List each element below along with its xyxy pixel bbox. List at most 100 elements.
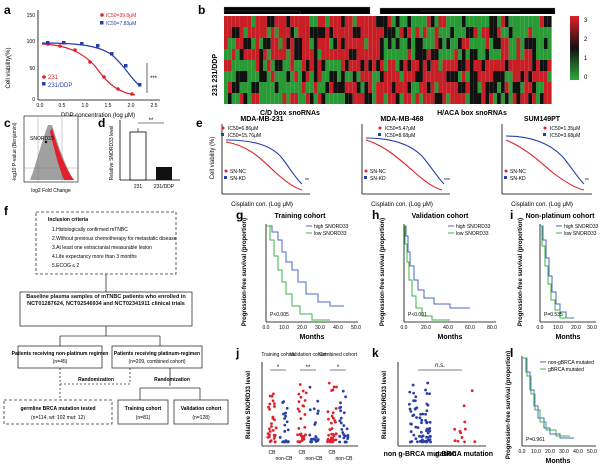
- heatmap-cell: [344, 38, 349, 49]
- heatmap-cell: [239, 16, 244, 27]
- heatmap-cell: [231, 82, 236, 93]
- heatmap-cell: [422, 49, 427, 60]
- y-tick: 50: [29, 66, 35, 72]
- heatmap-cell: [426, 27, 431, 38]
- legend-low: low SNORD33: [314, 231, 347, 237]
- heatmap-cell: [407, 16, 412, 27]
- x-axis-label: Cisplatin con. (Log μM): [371, 202, 433, 208]
- scatter-dot: [326, 410, 330, 414]
- scatter-dot: [283, 423, 287, 427]
- heatmap-cell: [231, 27, 236, 38]
- scatter-dot: [329, 438, 333, 442]
- heatmap-cell: [282, 16, 287, 27]
- heatmap-cell: [493, 93, 497, 104]
- heatmap-cell: [489, 60, 494, 71]
- heatmap-cell: [493, 16, 497, 27]
- scatter-dot: [429, 440, 432, 444]
- heatmap-cell: [282, 49, 287, 60]
- heatmap-cell: [329, 38, 334, 49]
- heatmap-cell: [422, 60, 427, 71]
- heatmap-cell: [481, 60, 486, 71]
- heatmap-cell: [500, 27, 505, 38]
- scatter-dot: [338, 440, 342, 444]
- heatmap-cell: [356, 60, 361, 71]
- heatmap-cell: [395, 60, 400, 71]
- heatmap-cell: [434, 16, 439, 27]
- heatmap-cell: [481, 16, 486, 27]
- heatmap-cell: [341, 27, 345, 38]
- x-tick: 10.0: [531, 449, 541, 455]
- scatter-dot: [411, 383, 415, 387]
- heatmap-cell: [547, 82, 552, 93]
- heatmap-cell: [294, 16, 299, 27]
- heatmap-cell: [317, 82, 322, 93]
- heatmap-cell: [376, 16, 380, 27]
- heatmap-cell: [341, 93, 345, 104]
- heatmap-cell: [403, 27, 408, 38]
- scatter-dot: [308, 408, 312, 412]
- x-tick: g-BRCA mutation: [435, 451, 493, 458]
- randomization-label: Randomization: [78, 377, 114, 383]
- heatmap-cell: [235, 27, 240, 38]
- heatmap-cell: [465, 93, 470, 104]
- ic50-label: IC50=6.86μM: [228, 126, 258, 132]
- heatmap-cell: [259, 49, 263, 60]
- legend-ic50: IC50=7.83μM: [106, 21, 136, 27]
- scatter-dot: [339, 421, 343, 425]
- heatmap-cell: [329, 49, 334, 60]
- scatter-dot: [327, 381, 331, 385]
- heatmap-cell: [485, 71, 490, 82]
- heatmap-cell: [329, 71, 334, 82]
- heatmap-cell: [224, 93, 228, 104]
- panel-letter: i: [510, 208, 513, 222]
- heatmap-cell: [325, 93, 330, 104]
- scatter-dot: [453, 427, 456, 431]
- heatmap-cell: [485, 16, 490, 27]
- criteria-item: 2.Without previous chemotherapy for meta…: [52, 236, 177, 242]
- heatmap-cell: [313, 71, 318, 82]
- heatmap-cell: [372, 82, 377, 93]
- heatmap-cell: [539, 60, 544, 71]
- scatter-dot: [267, 405, 270, 409]
- group-title: Training cohort: [261, 352, 295, 358]
- scatter-dot: [314, 440, 318, 443]
- x-axis-label: Months: [556, 334, 581, 341]
- germline-label: germline BRCA mutation tested: [20, 406, 95, 412]
- panel-letter: j: [235, 346, 239, 360]
- scatter-dot: [407, 402, 411, 406]
- scatter-dot: [303, 425, 307, 429]
- heatmap-cell: [497, 82, 501, 93]
- scatter-dot: [428, 429, 432, 433]
- panel-e: e Cell viability (%) Cisplatin con. (Log…: [196, 116, 592, 208]
- heatmap-cell: [243, 71, 248, 82]
- heatmap-cell: [266, 60, 271, 71]
- scatter-dot: [428, 392, 431, 396]
- heatmap-cell: [290, 60, 295, 71]
- heatmap-cell: [430, 60, 435, 71]
- p-value: P<0.001: [408, 312, 427, 318]
- heatmap-cell: [536, 16, 540, 27]
- heatmap-cell: [458, 82, 462, 93]
- heatmap-cell: [547, 71, 552, 82]
- heatmap-cell: [380, 93, 384, 104]
- scatter-dot: [334, 420, 337, 424]
- heatmap-cell: [239, 49, 244, 60]
- heatmap-cell: [313, 93, 318, 104]
- scatter-dot: [425, 429, 428, 433]
- scatter-dot: [283, 440, 287, 444]
- scatter-dot: [316, 409, 320, 413]
- heatmap-cell: [239, 71, 244, 82]
- heatmap-cell: [313, 49, 318, 60]
- chart-title: MDA-MB-468: [380, 116, 423, 123]
- heatmap-cell: [270, 16, 275, 27]
- heatmap-cell: [543, 27, 548, 38]
- legend-non-gbrca: non-gBRCA mutated: [548, 360, 594, 366]
- heatmap-cell: [344, 16, 349, 27]
- heatmap-cell: [450, 16, 455, 27]
- heatmap-cell: [356, 49, 361, 60]
- heatmap-cell: [415, 27, 419, 38]
- significance: *: [337, 365, 340, 371]
- heatmap-cell: [364, 60, 369, 71]
- heatmap-cell: [411, 27, 416, 38]
- heatmap-cell: [239, 27, 244, 38]
